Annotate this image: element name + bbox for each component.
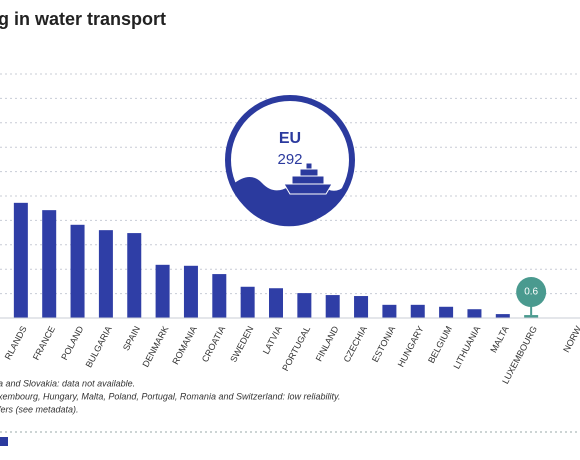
x-tick-label: CZECHIA [342, 324, 369, 364]
x-tick-label: POLAND [59, 324, 85, 362]
bar [325, 295, 340, 318]
chart-title: g in water transport [0, 9, 166, 29]
x-tick-label: ROMANIA [170, 324, 199, 366]
footnote: fers (see metadata). [0, 404, 79, 414]
bar [382, 304, 397, 318]
data-label: 0.6 [524, 287, 538, 298]
x-tick-label: FINLAND [314, 324, 341, 363]
x-tick-label: ESTONIA [370, 324, 397, 363]
eu-badge: EU 292 [225, 95, 355, 227]
badge-label: EU [279, 130, 301, 147]
bar [354, 296, 369, 318]
x-tick-label: CROATIA [200, 324, 227, 363]
bar [297, 293, 312, 318]
ship-icon [283, 162, 333, 195]
x-tick-label: SPAIN [121, 324, 142, 352]
bar [269, 288, 283, 318]
x-tick-label: NORW [561, 324, 580, 354]
x-tick-label: PORTUGAL [280, 324, 312, 372]
x-tick-label: LITHUANIA [451, 324, 482, 370]
footnote: xembourg, Hungary, Malta, Poland, Portug… [0, 391, 340, 401]
x-tick-label: BELGIUM [426, 324, 454, 364]
badge-value: 292 [277, 151, 302, 168]
bar [183, 265, 198, 318]
bar [127, 233, 142, 318]
x-tick-label: RLANDS [3, 324, 29, 361]
bar [439, 306, 454, 318]
bar [495, 314, 510, 318]
bar [240, 286, 255, 318]
bar [155, 264, 170, 318]
x-tick-label: MALTA [488, 324, 510, 354]
x-tick-label: BULGARIA [84, 324, 114, 369]
x-tick-label: SWEDEN [228, 324, 255, 364]
footnote: a and Slovakia: data not available. [0, 378, 135, 388]
bar [98, 230, 113, 318]
bar [70, 224, 85, 318]
bar [524, 315, 539, 318]
x-tick-label: LATVIA [261, 324, 284, 356]
bar [410, 304, 425, 318]
label-bubble [516, 277, 547, 307]
bar [212, 274, 227, 318]
bar [42, 210, 57, 318]
x-tick-label: FRANCE [31, 324, 57, 361]
x-tick-label: DENMARK [140, 324, 170, 368]
eu-logo [0, 437, 8, 446]
bar [13, 202, 28, 318]
bar [467, 309, 482, 318]
x-tick-label: HUNGARY [396, 324, 426, 368]
